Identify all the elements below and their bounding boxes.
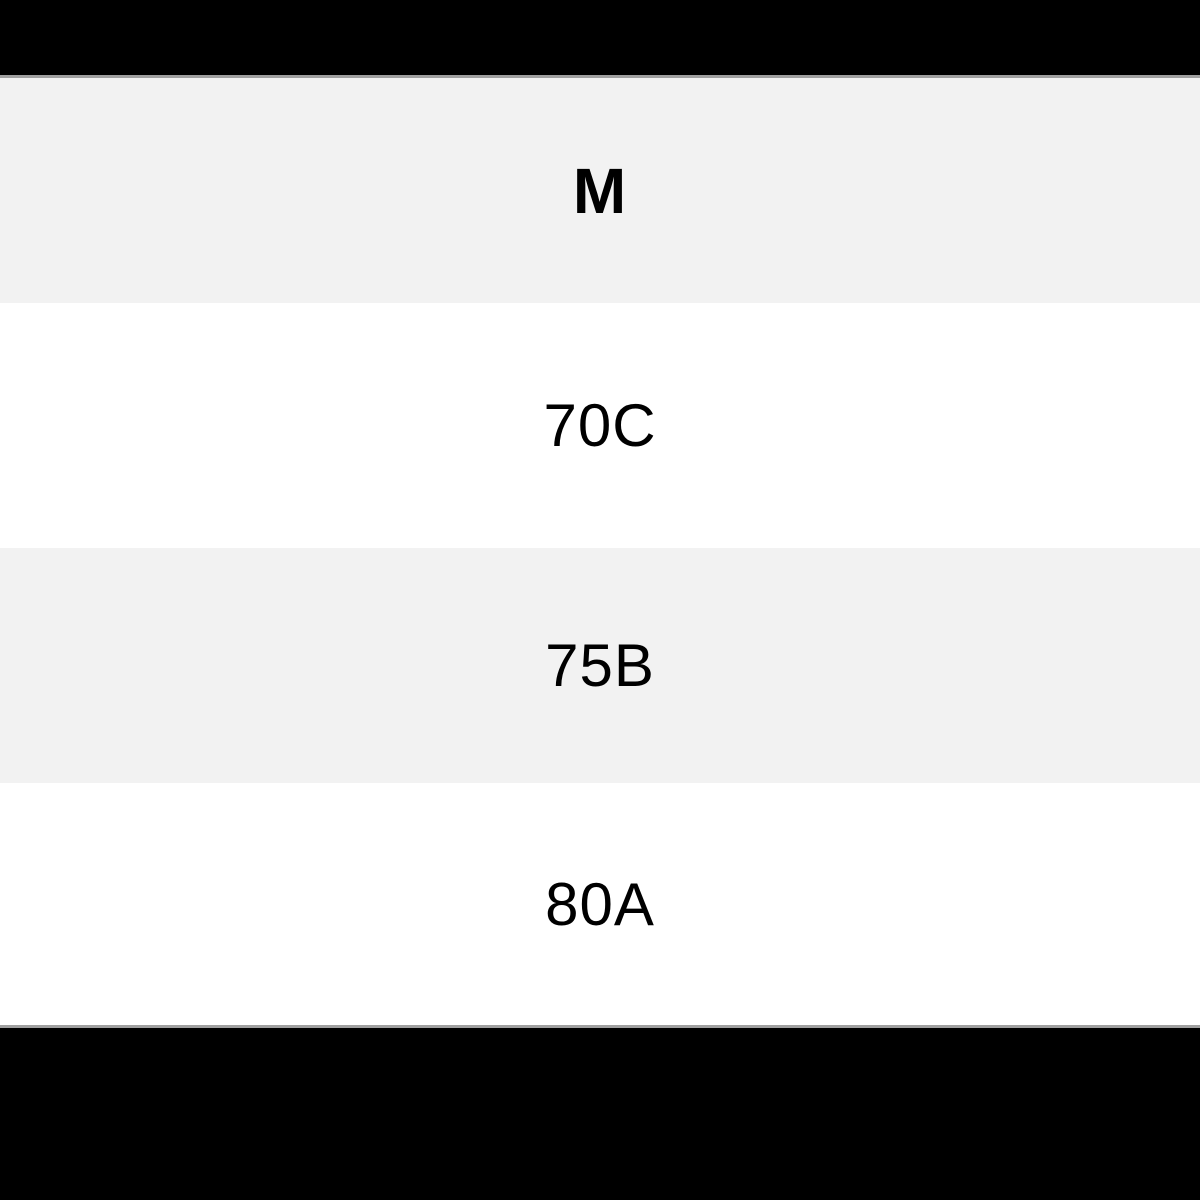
- body-cell: 80A: [545, 870, 655, 939]
- table-row: 80A: [0, 783, 1200, 1028]
- table-header-row: M: [0, 78, 1200, 303]
- bottom-letterbox: [0, 1028, 1200, 1200]
- body-cell: 75B: [545, 631, 655, 700]
- size-table: M 70C 75B 80A: [0, 75, 1200, 1028]
- table-row: 70C: [0, 303, 1200, 548]
- top-letterbox: [0, 0, 1200, 75]
- body-cell: 70C: [543, 391, 656, 460]
- header-cell: M: [573, 154, 627, 228]
- table-row: 75B: [0, 548, 1200, 783]
